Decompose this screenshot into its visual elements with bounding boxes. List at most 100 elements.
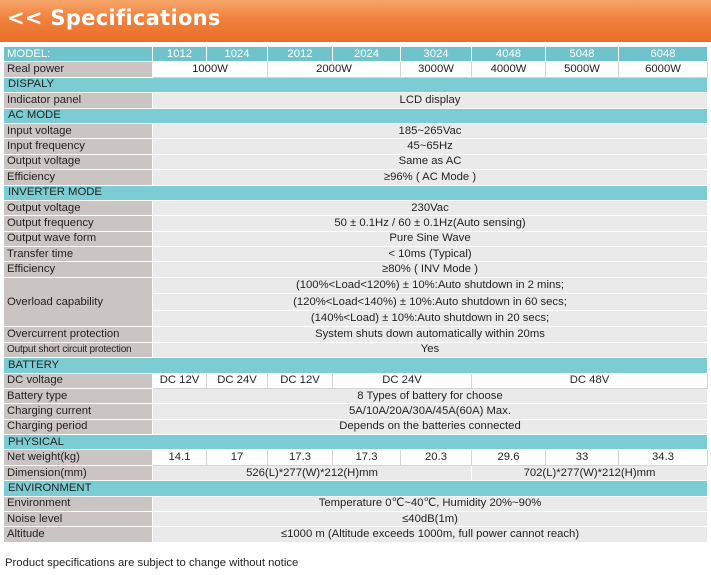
real-power-value: 4000W: [471, 61, 546, 78]
weight-value: 17: [206, 449, 268, 466]
spec-label: Output frequency: [3, 215, 153, 232]
spec-value: 50 ± 0.1Hz / 60 ± 0.1Hz(Auto sensing): [152, 215, 708, 232]
real-power-value: 1000W: [152, 61, 268, 78]
dc-voltage-value: DC 12V: [267, 372, 333, 389]
section-title: PHYSICAL: [3, 434, 708, 451]
overload-line: (140%<Load) ± 10%:Auto shutdown in 20 se…: [152, 309, 708, 328]
spec-value: 8 Types of battery for choose: [152, 387, 708, 405]
spec-label: Efficiency: [3, 169, 153, 186]
spec-row: Noise level ≤40dB(1m): [3, 511, 708, 528]
spec-row: Altitude ≤1000 m (Altitude exceeds 1000m…: [3, 526, 708, 543]
section-header-ac-mode: AC MODE: [3, 107, 708, 124]
spec-label: Efficiency: [3, 261, 153, 278]
model-id: 5048: [545, 45, 619, 63]
spec-value: ≤1000 m (Altitude exceeds 1000m, full po…: [152, 526, 708, 543]
section-title: AC MODE: [3, 107, 708, 124]
spec-value: Same as AC: [152, 153, 708, 171]
spec-label: Output voltage: [3, 153, 153, 171]
model-id: 2024: [332, 45, 401, 63]
spec-label: Environment: [3, 495, 153, 513]
weight-value: 29.6: [471, 449, 546, 466]
spec-value: 185~265Vac: [152, 122, 708, 140]
spec-label: Altitude: [3, 526, 153, 543]
spec-row: (120%<Load<140%) ± 10%:Auto shutdown in …: [4, 293, 708, 311]
dc-voltage-value: DC 12V: [152, 372, 207, 389]
spec-label: Indicator panel: [3, 92, 153, 109]
specifications-table: MODEL: 1012 1024 2012 2024 3024 4048 504…: [3, 45, 708, 543]
section-title: DISPALY: [3, 76, 708, 94]
spec-label: Overload capability: [3, 276, 153, 328]
spec-value: LCD display: [152, 92, 708, 109]
spec-value: ≥80% ( INV Mode ): [152, 261, 708, 278]
weight-value: 17.3: [332, 449, 401, 466]
spec-label: Output voltage: [3, 199, 153, 217]
spec-label: Output wave form: [3, 230, 153, 248]
section-header-battery: BATTERY: [3, 357, 708, 374]
footnote: Product specifications are subject to ch…: [5, 557, 299, 569]
spec-row: Overload capability (100%<Load<120%) ± 1…: [3, 276, 708, 328]
spec-value: 5A/10A/20A/30A/45A(60A) Max.: [152, 403, 708, 420]
model-row: MODEL: 1012 1024 2012 2024 3024 4048 504…: [3, 45, 708, 63]
spec-value: Pure Sine Wave: [152, 230, 708, 248]
spec-value: < 10ms (Typical): [152, 246, 708, 263]
spec-row: Battery type 8 Types of battery for choo…: [3, 387, 708, 405]
spec-value: Temperature 0℃~40℃, Humidity 20%~90%: [152, 495, 708, 513]
spec-row: Output wave form Pure Sine Wave: [3, 230, 708, 248]
spec-row: Charging period Depends on the batteries…: [3, 418, 708, 436]
dc-voltage-row: DC voltage DC 12V DC 24V DC 12V DC 24V D…: [3, 372, 708, 389]
dc-voltage-value: DC 24V: [332, 372, 472, 389]
real-power-value: 6000W: [618, 61, 708, 78]
spec-value: System shuts down automatically within 2…: [152, 326, 708, 343]
spec-row: Transfer time < 10ms (Typical): [3, 246, 708, 263]
spec-row: Output short circuit protection Yes: [3, 341, 708, 359]
spec-row: Charging current 5A/10A/20A/30A/45A(60A)…: [3, 403, 708, 420]
spec-label: Charging current: [3, 403, 153, 420]
dimension-value: 526(L)*277(W)*212(H)mm: [152, 464, 472, 482]
weight-value: 14.1: [152, 449, 207, 466]
spec-value: ≤40dB(1m): [152, 511, 708, 528]
net-weight-row: Net weight(kg) 14.1 17 17.3 17.3 20.3 29…: [3, 449, 708, 466]
spec-label: Dimension(mm): [3, 464, 153, 482]
spec-label: Input frequency: [3, 138, 153, 155]
model-id: 3024: [400, 45, 472, 63]
model-label: MODEL:: [3, 45, 153, 63]
spec-row: Indicator panel LCD display: [3, 92, 708, 109]
section-header-environment: ENVIRONMENT: [3, 480, 708, 497]
section-title: ENVIRONMENT: [3, 480, 708, 497]
dc-voltage-value: DC 48V: [471, 372, 708, 389]
banner-title: << Specifications: [7, 6, 221, 30]
spec-row: Input frequency 45~65Hz: [3, 138, 708, 155]
overload-line: (100%<Load<120%) ± 10%:Auto shutdown in …: [152, 276, 708, 295]
spec-label: Input voltage: [3, 122, 153, 140]
dimension-row: Dimension(mm) 526(L)*277(W)*212(H)mm 702…: [3, 464, 708, 482]
spec-label: Output short circuit protection: [3, 341, 153, 359]
spec-row: Output voltage 230Vac: [3, 199, 708, 217]
section-header-inverter-mode: INVERTER MODE: [3, 184, 708, 201]
spec-label: Battery type: [3, 387, 153, 405]
model-id: 1024: [206, 45, 268, 63]
spec-row: Overcurrent protection System shuts down…: [3, 326, 708, 343]
spec-value: 45~65Hz: [152, 138, 708, 155]
spec-value: 230Vac: [152, 199, 708, 217]
spec-value: Depends on the batteries connected: [152, 418, 708, 436]
spec-value: Yes: [152, 341, 708, 359]
dc-voltage-value: DC 24V: [206, 372, 268, 389]
weight-value: 17.3: [267, 449, 333, 466]
spec-row: Output frequency 50 ± 0.1Hz / 60 ± 0.1Hz…: [3, 215, 708, 232]
section-title: INVERTER MODE: [3, 184, 708, 201]
real-power-row: Real power 1000W 2000W 3000W 4000W 5000W…: [3, 61, 708, 78]
spec-label: Noise level: [3, 511, 153, 528]
spec-label: DC voltage: [3, 372, 153, 389]
real-power-value: 5000W: [545, 61, 619, 78]
spec-row: Output voltage Same as AC: [3, 153, 708, 171]
spec-value: ≥96% ( AC Mode ): [152, 169, 708, 186]
overload-line: (120%<Load<140%) ± 10%:Auto shutdown in …: [152, 293, 708, 311]
model-id: 4048: [471, 45, 546, 63]
model-id: 6048: [618, 45, 708, 63]
spec-row: Input voltage 185~265Vac: [3, 122, 708, 140]
real-power-value: 3000W: [400, 61, 472, 78]
real-power-label: Real power: [3, 61, 153, 78]
weight-value: 33: [545, 449, 619, 466]
real-power-value: 2000W: [267, 61, 401, 78]
specifications-banner: << Specifications: [0, 0, 711, 42]
